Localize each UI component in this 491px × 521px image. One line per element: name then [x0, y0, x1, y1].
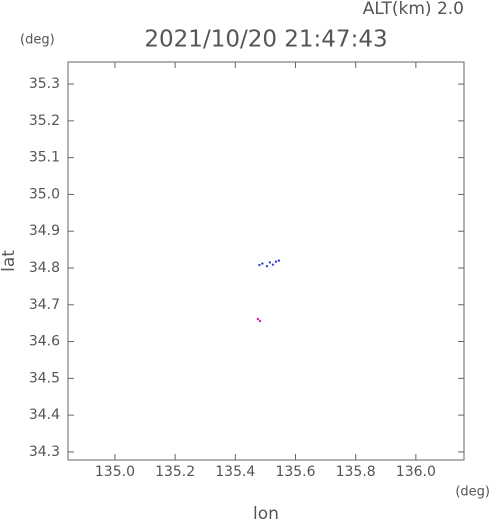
y-tick-label: 34.9: [29, 223, 60, 239]
x-tick-label: 135.4: [215, 464, 255, 480]
y-tick-label: 34.3: [29, 444, 60, 460]
point: [261, 262, 264, 265]
x-tick-label: 136.0: [396, 464, 436, 480]
point: [277, 259, 281, 262]
y-tick-label: 34.7: [29, 297, 60, 313]
y-tick-label: 34.6: [29, 334, 60, 350]
y-tick-label: 34.4: [29, 407, 60, 423]
y-tick-label: 35.1: [29, 150, 60, 166]
y-tick-label: 35.0: [29, 186, 60, 202]
x-tick-label: 135.0: [95, 464, 135, 480]
chart-title: 2021/10/20 21:47:43: [144, 27, 387, 53]
point: [258, 263, 261, 267]
x-tick-label: 135.2: [155, 464, 195, 480]
altitude: ALT(km) 2.0: [363, 0, 464, 19]
point: [258, 319, 262, 323]
y-tick-label: 34.8: [29, 260, 60, 276]
point: [274, 260, 278, 263]
point: [271, 263, 275, 266]
x-unit: (deg): [455, 485, 490, 500]
y-tick-label: 34.5: [29, 370, 60, 386]
plot-frame: [67, 61, 465, 461]
x-tick-label: 135.8: [336, 464, 376, 480]
point: [256, 317, 260, 321]
x-axis-label: lon: [253, 504, 279, 521]
y-tick-label: 35.3: [29, 76, 60, 92]
point: [268, 261, 272, 264]
x-tick-label: 135.6: [275, 464, 315, 480]
y-tick-label: 35.2: [29, 113, 60, 129]
y-unit: (deg): [20, 33, 55, 48]
y-axis-label: lat: [0, 250, 19, 272]
point: [265, 264, 269, 268]
